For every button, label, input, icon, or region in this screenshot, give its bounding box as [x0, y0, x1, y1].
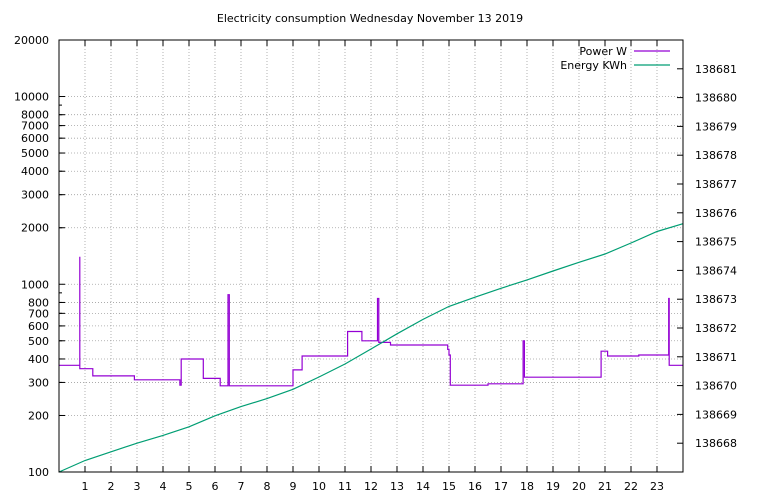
x-tick-label: 14 — [416, 480, 430, 493]
x-tick-label: 15 — [442, 480, 456, 493]
y-left-tick-label: 20000 — [14, 34, 49, 47]
x-tick-label: 18 — [520, 480, 534, 493]
y-left-tick-label: 6000 — [21, 132, 49, 145]
y-left-tick-label: 400 — [28, 353, 49, 366]
y-left-tick-label: 500 — [28, 335, 49, 348]
y-right-tick-label: 138679 — [695, 120, 737, 133]
y-left-tick-label: 100 — [28, 466, 49, 479]
y-left-tick-label: 3000 — [21, 189, 49, 202]
legend-label: Energy KWh — [560, 59, 627, 72]
y-right-tick-label: 138674 — [695, 264, 737, 277]
y-left-tick-label: 7000 — [21, 120, 49, 133]
y-left-tick-label: 8000 — [21, 109, 49, 122]
x-tick-label: 3 — [134, 480, 141, 493]
x-tick-label: 17 — [494, 480, 508, 493]
series-line-power-w — [59, 256, 683, 387]
x-tick-label: 7 — [238, 480, 245, 493]
y-left-tick-label: 2000 — [21, 222, 49, 235]
y-left-tick-label: 600 — [28, 320, 49, 333]
x-tick-label: 2 — [108, 480, 115, 493]
x-tick-label: 8 — [264, 480, 271, 493]
x-tick-label: 20 — [572, 480, 586, 493]
axis-layer: 1 2 3 4 5 6 7 8 9 10 11 12 13 14 15 16 17 18 19 20 21 22 23100… — [14, 34, 737, 493]
y-left-tick-label: 700 — [28, 307, 49, 320]
y-right-tick-label: 138675 — [695, 236, 737, 249]
chart-title: Electricity consumption Wednesday Novemb… — [217, 12, 523, 25]
y-left-tick-label: 300 — [28, 376, 49, 389]
y-right-tick-label: 138676 — [695, 207, 737, 220]
x-tick-label: 16 — [468, 480, 482, 493]
x-tick-label: 23 — [650, 480, 664, 493]
x-tick-label: 4 — [160, 480, 167, 493]
series-line-energy-kwh — [58, 223, 684, 473]
y-left-tick-label: 4000 — [21, 165, 49, 178]
y-left-tick-label: 5000 — [21, 147, 49, 160]
y-right-tick-label: 138678 — [695, 149, 737, 162]
series-layer — [58, 223, 684, 473]
y-left-tick-label: 200 — [28, 409, 49, 422]
y-right-tick-label: 138673 — [695, 293, 737, 306]
x-tick-label: 10 — [312, 480, 326, 493]
x-tick-label: 5 — [186, 480, 193, 493]
x-tick-label: 19 — [546, 480, 560, 493]
x-tick-label: 6 — [212, 480, 219, 493]
y-left-tick-label: 800 — [28, 296, 49, 309]
y-right-tick-label: 138671 — [695, 351, 737, 364]
y-right-tick-label: 138669 — [695, 408, 737, 421]
y-right-tick-label: 138670 — [695, 380, 737, 393]
x-tick-label: 9 — [290, 480, 297, 493]
y-left-tick-label: 1000 — [21, 278, 49, 291]
x-tick-label: 13 — [390, 480, 404, 493]
x-tick-label: 11 — [338, 480, 352, 493]
y-left-tick-label: 10000 — [14, 91, 49, 104]
y-right-tick-label: 138672 — [695, 322, 737, 335]
x-tick-label: 12 — [364, 480, 378, 493]
grid-layer — [59, 39, 683, 473]
y-right-tick-label: 138680 — [695, 92, 737, 105]
y-right-tick-label: 138677 — [695, 178, 737, 191]
y-right-tick-label: 138681 — [695, 63, 737, 76]
x-tick-label: 1 — [82, 480, 89, 493]
y-right-tick-label: 138668 — [695, 437, 737, 450]
legend-label: Power W — [579, 45, 627, 58]
x-tick-label: 21 — [598, 480, 612, 493]
x-tick-label: 22 — [624, 480, 638, 493]
